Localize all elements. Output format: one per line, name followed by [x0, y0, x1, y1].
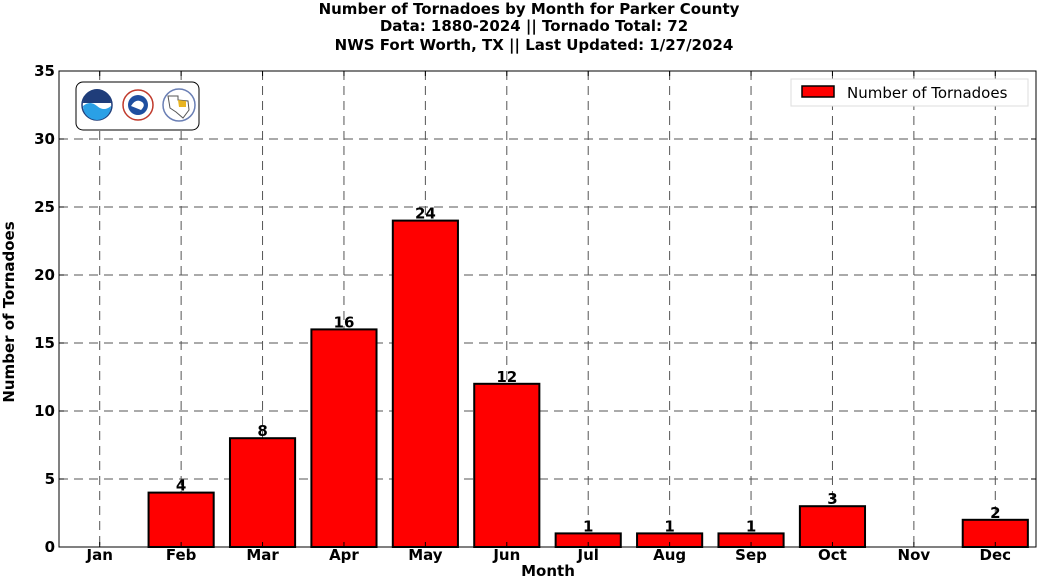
data-label-mar: 8 — [257, 422, 267, 440]
x-axis-ticks: Jan Feb Mar Apr May Jun Jul Aug Sep Oct Nov Dec — [86, 71, 1012, 564]
data-label-sep: 1 — [746, 517, 756, 535]
plot-area-frame — [58, 70, 1037, 548]
bar-jun — [473, 382, 541, 548]
x-tick-label: May — [408, 546, 443, 564]
x-tick-label: Sep — [735, 546, 767, 564]
x-tick-label: Dec — [980, 546, 1012, 564]
x-tick-label: Jan — [86, 546, 113, 564]
y-tick-label: 5 — [45, 470, 55, 488]
x-tick-label: Jun — [492, 546, 520, 564]
legend-label: Number of Tornadoes — [847, 84, 1008, 102]
data-label-apr: 16 — [334, 313, 355, 331]
y-tick-label: 0 — [45, 538, 55, 556]
bar-oct — [798, 505, 867, 549]
title-line-3: NWS Fort Worth, TX || Last Updated: 1/27… — [335, 36, 734, 55]
data-label-may: 24 — [415, 205, 436, 223]
gridlines — [59, 71, 1036, 547]
nws-logo — [122, 89, 154, 121]
bar-feb — [147, 491, 215, 549]
bars — [147, 219, 1029, 549]
noaa-logo — [81, 89, 113, 121]
logos-box — [75, 81, 200, 131]
nws-fort-worth-logo — [162, 88, 196, 122]
y-tick-label: 20 — [34, 266, 55, 284]
data-label-oct: 3 — [827, 490, 837, 508]
legend-swatch — [801, 85, 835, 98]
bar-dec — [961, 518, 1029, 548]
title-line-2: Data: 1880-2024 || Tornado Total: 72 — [380, 17, 688, 36]
legend: Number of Tornadoes — [790, 78, 1029, 107]
title-line-1: Number of Tornadoes by Month for Parker … — [319, 0, 740, 18]
x-tick-label: Nov — [898, 546, 931, 564]
x-tick-label: Mar — [246, 546, 279, 564]
bar-apr — [310, 328, 378, 548]
data-label-aug: 1 — [664, 517, 674, 535]
bar-mar — [228, 437, 297, 549]
chart-title: Number of Tornadoes by Month for Parker … — [319, 0, 740, 55]
y-tick-label: 35 — [34, 62, 55, 80]
x-tick-label: Oct — [818, 546, 847, 564]
data-label-jun: 12 — [496, 368, 517, 386]
y-tick-label: 15 — [34, 334, 55, 352]
y-axis-ticks: 0 5 10 15 20 25 30 35 — [34, 62, 1036, 556]
x-axis-label: Month — [521, 562, 575, 580]
bar-may — [391, 219, 459, 548]
x-tick-label: Apr — [329, 546, 359, 564]
data-labels: 4 8 16 24 12 1 1 1 3 2 — [176, 205, 1001, 536]
y-tick-label: 30 — [34, 130, 55, 148]
x-tick-label: Feb — [166, 546, 197, 564]
y-axis-label: Number of Tornadoes — [0, 221, 18, 402]
x-tick-label: Aug — [653, 546, 686, 564]
data-label-jul: 1 — [583, 517, 593, 535]
data-label-dec: 2 — [990, 504, 1000, 522]
x-tick-label: Jul — [577, 546, 599, 564]
y-tick-label: 10 — [34, 402, 55, 420]
data-label-feb: 4 — [176, 477, 186, 495]
y-tick-label: 25 — [34, 198, 55, 216]
